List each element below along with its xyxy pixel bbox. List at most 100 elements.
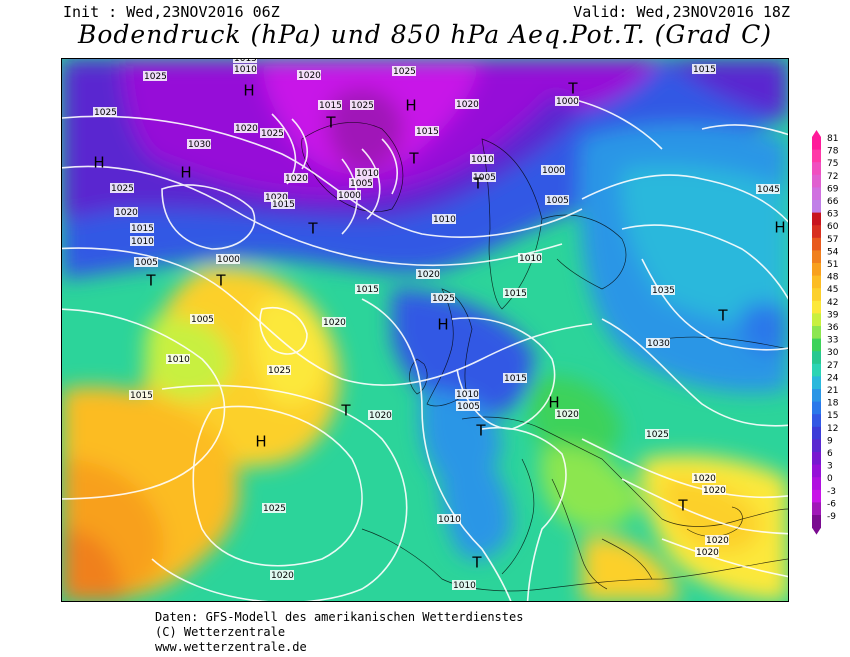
isobar-value: 1005 [350,179,373,189]
legend-tick-label: 57 [827,235,838,245]
low-pressure-marker: T [677,497,688,515]
isobar-label: 1010 [355,168,379,179]
isobar-label: 1030 [187,139,211,150]
isobar-value: 1005 [191,315,214,325]
isobar-label: 1025 [267,365,291,376]
isobar-value: 1000 [338,191,361,201]
isobar-label: 1025 [645,429,669,440]
isobar-value: 1020 [115,208,138,218]
isobar-value: 1010 [456,390,479,400]
isobar-value: 1010 [433,215,456,225]
legend-color-band [812,225,821,239]
isobar-value: 1020 [703,486,726,496]
data-source: Daten: GFS-Modell des amerikanischen Wet… [155,610,524,624]
legend-color-band [812,515,821,529]
low-pressure-marker: T [408,150,419,168]
low-pressure-marker: T [145,272,156,290]
legend-tick-label: -9 [827,512,836,522]
isobar-label: 1005 [456,401,480,412]
isobar-value: 1025 [94,108,117,118]
isobar-value: 1000 [556,97,579,107]
isobar-value: 1025 [393,67,416,77]
isobar-value: 1025 [261,129,284,139]
isobar-label: 1005 [190,314,214,325]
isobar-value: 1010 [167,355,190,365]
isobar-label: 1035 [651,285,675,296]
legend-color-band [812,477,821,491]
legend-color-band [812,162,821,176]
isobar-label: 1025 [260,128,284,139]
legend-color-band [812,489,821,503]
legend-tick-label: 24 [827,373,839,383]
legend-color-band [812,200,821,214]
isobar-label: 1025 [431,293,455,304]
low-pressure-marker: T [215,272,226,290]
isobar-label: 1010 [455,389,479,400]
isobar-value: 1020 [271,571,294,581]
isobar-value: 1015 [319,101,342,111]
isobar-label: 1025 [110,183,134,194]
legend-tick-label: 75 [827,159,838,169]
isobar-label: 1010 [470,154,494,165]
isobar-value: 1025 [268,366,291,376]
low-pressure-marker: T [717,307,728,325]
legend-color-band [812,275,821,289]
legend-tick-label: 27 [827,361,838,371]
color-legend: 81 78 75 72 69 66 63 60 57 54 51 48 45 42 39 36 33 30 27 24… [812,130,850,535]
low-pressure-marker: T [471,554,482,572]
legend-tick-label: 42 [827,298,838,308]
isobar-label: 1010 [233,64,257,75]
isobar-value: 1020 [417,270,440,280]
legend-color-band [812,326,821,340]
legend-color-band [812,212,821,226]
high-pressure-marker: H [437,316,448,334]
isobar-value: 1020 [323,318,346,328]
legend-tick-label: 9 [827,436,833,446]
isobar-label: 1015 [503,373,527,384]
isobar-value: 1020 [456,100,479,110]
isobar-value: 1010 [519,254,542,264]
isobar-label: 1025 [93,107,117,118]
isobar-label: 1020 [284,173,308,184]
isobar-label: 1025 [262,503,286,514]
legend-tick-label: 15 [827,411,838,421]
legend-tick-label: 48 [827,273,839,283]
legend-color-band [812,502,821,516]
isobar-label: 1000 [541,165,565,176]
isobar-value: 1000 [542,166,565,176]
low-pressure-marker: T [475,422,486,440]
high-pressure-marker: H [255,433,266,451]
isobar-value: 1030 [188,140,211,150]
isobar-label: 1025 [392,66,416,77]
land-outlines [301,122,788,592]
isobar-label: 1020 [297,70,321,81]
isobar-label: 1020 [416,269,440,280]
valid-time: Valid: Wed,23NOV2016 18Z [573,3,790,21]
isobar-value: 1045 [757,185,780,195]
legend-tick-label: 33 [827,336,838,346]
legend-tick-label: -6 [827,499,836,509]
isobar-label: 1020 [695,547,719,558]
isobar-label: 1015 [271,199,295,210]
legend-color-band [812,137,821,151]
high-pressure-marker: H [548,394,559,412]
isobar-label: 1010 [166,354,190,365]
isobar-label: 1020 [114,207,138,218]
isobar-label: 1005 [349,178,373,189]
isobar-label: 1025 [350,100,374,111]
isobar-label: 1010 [518,253,542,264]
isobar-value: 1005 [457,402,480,412]
legend-color-band [812,376,821,390]
low-pressure-marker: T [325,114,336,132]
high-pressure-marker: H [180,164,191,182]
isobar-value: 1015 [504,289,527,299]
isobar-label: 1020 [368,410,392,421]
isobar-label: 1015 [318,100,342,111]
isobar-label: 1015 [355,284,379,295]
legend-tick-label: 6 [827,449,833,459]
high-pressure-marker: H [93,154,104,172]
legend-tick-label: 30 [827,348,839,358]
isobar-value: 1020 [265,193,288,203]
isobar-label: 1020 [322,317,346,328]
legend-color-band [812,401,821,415]
